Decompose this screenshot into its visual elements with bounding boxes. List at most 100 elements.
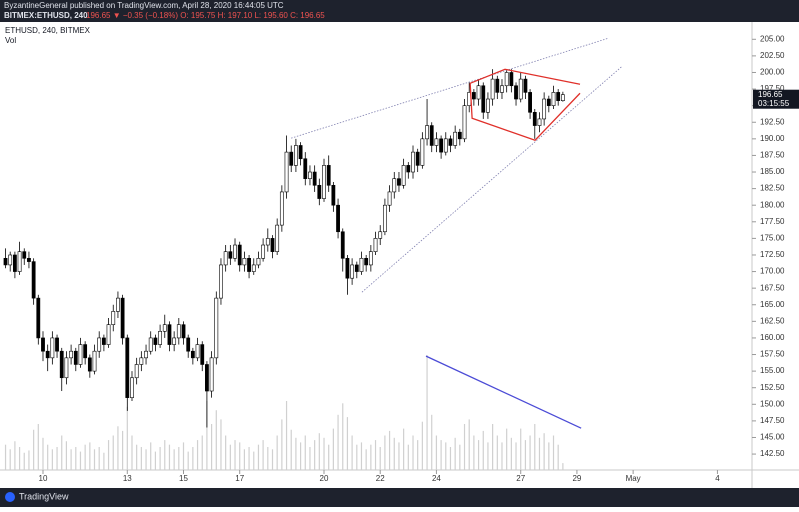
- volume-bar: [534, 424, 536, 470]
- x-tick-label: 20: [320, 474, 329, 483]
- y-tick-label: 200.00: [760, 68, 785, 77]
- volume-bar: [487, 442, 489, 470]
- candle-body: [429, 125, 434, 146]
- volume-bar: [196, 440, 199, 470]
- volume-bar: [98, 447, 100, 470]
- candle-body: [87, 357, 92, 372]
- volume-bar: [557, 444, 559, 470]
- volume-bar: [93, 449, 96, 470]
- y-tick-label: 185.00: [760, 167, 785, 176]
- candle-body: [261, 244, 266, 259]
- y-tick-label: 167.50: [760, 283, 785, 292]
- candle-body: [55, 337, 59, 352]
- y-tick-label: 145.00: [760, 433, 785, 442]
- candle-body: [495, 78, 500, 93]
- volume-bar: [435, 435, 438, 470]
- volume-bar: [538, 437, 541, 470]
- volume-bar: [426, 355, 428, 470]
- volume-bar: [84, 444, 86, 470]
- candle-body: [560, 94, 565, 101]
- volume-bar: [56, 447, 58, 470]
- candle-body: [130, 377, 134, 398]
- volume-bar: [309, 447, 311, 470]
- volume-bar: [515, 442, 517, 470]
- candle-body: [125, 337, 130, 398]
- candle-body: [120, 297, 125, 339]
- candle-body: [556, 92, 561, 101]
- candle-body: [106, 324, 111, 345]
- volume-bar: [407, 444, 409, 470]
- volume-bar: [454, 437, 456, 470]
- candle-body: [78, 344, 83, 365]
- candle-body: [317, 184, 322, 199]
- candle-body: [265, 238, 270, 246]
- candle-body: [83, 344, 88, 359]
- candle-body: [523, 78, 528, 93]
- volume-bar: [9, 449, 11, 470]
- candle-body: [45, 350, 50, 359]
- candle-body: [518, 78, 523, 100]
- candle-body: [354, 264, 359, 272]
- volume-bar: [440, 440, 442, 470]
- candle-body: [256, 257, 261, 266]
- volume-bar: [211, 424, 213, 470]
- candle-body: [144, 350, 148, 359]
- candle-body: [387, 191, 392, 206]
- volume-bar: [4, 444, 7, 470]
- volume-bar: [388, 430, 391, 470]
- candle-body: [481, 85, 486, 113]
- candle-body: [205, 364, 209, 392]
- candle-body: [443, 138, 448, 153]
- candle-body: [148, 337, 153, 352]
- volume-bar: [267, 447, 269, 470]
- volume-bar: [192, 447, 194, 470]
- y-tick-label: 162.50: [760, 316, 785, 325]
- volume-bar: [529, 435, 531, 470]
- volume-bar: [271, 449, 274, 470]
- candle-body: [92, 350, 97, 372]
- candle-body: [27, 257, 31, 262]
- candle-body: [195, 344, 200, 359]
- volume-bar: [300, 442, 302, 470]
- candle-body: [312, 171, 317, 186]
- candle-body: [364, 257, 369, 266]
- candle-body: [537, 118, 542, 126]
- volume-bar: [506, 428, 508, 470]
- publisher: ByzantineGeneral published on TradingVie…: [4, 1, 284, 10]
- volume-bar: [257, 444, 260, 470]
- volume-bar: [168, 444, 171, 470]
- candle-body: [359, 257, 364, 272]
- candle-body: [31, 261, 36, 299]
- candle-body: [270, 238, 275, 252]
- candle-body: [233, 244, 237, 259]
- candle-body: [101, 337, 106, 345]
- volume-bar: [520, 428, 522, 470]
- volume-bar: [295, 437, 297, 470]
- trend-line: [291, 37, 609, 139]
- candle-body: [504, 72, 509, 87]
- volume-bar: [117, 426, 119, 470]
- y-tick-label: 152.50: [760, 383, 785, 392]
- volume-bar: [318, 433, 320, 470]
- volume-bar: [276, 435, 278, 470]
- candle-body: [219, 264, 223, 299]
- quote: 196.65 ▼ −0.35 (−0.18%) O: 195.75 H: 197…: [86, 11, 325, 20]
- countdown: 03:15:55: [758, 99, 790, 108]
- y-tick-label: 175.00: [760, 233, 785, 242]
- volume-bar: [342, 403, 344, 470]
- volume-bar: [220, 419, 222, 470]
- candle-body: [368, 251, 373, 266]
- y-tick-label: 155.00: [760, 366, 785, 375]
- volume-bar: [281, 419, 283, 470]
- volume-bar: [412, 435, 414, 470]
- y-tick-label: 182.50: [760, 184, 785, 193]
- volume-bar: [182, 442, 185, 470]
- candle-body: [326, 165, 331, 186]
- x-tick-label: 15: [179, 474, 188, 483]
- volume-bar: [482, 430, 484, 470]
- volume-bar: [356, 444, 358, 470]
- volume-bar: [150, 442, 152, 470]
- volume-bar: [384, 435, 386, 470]
- candle-body: [500, 85, 504, 93]
